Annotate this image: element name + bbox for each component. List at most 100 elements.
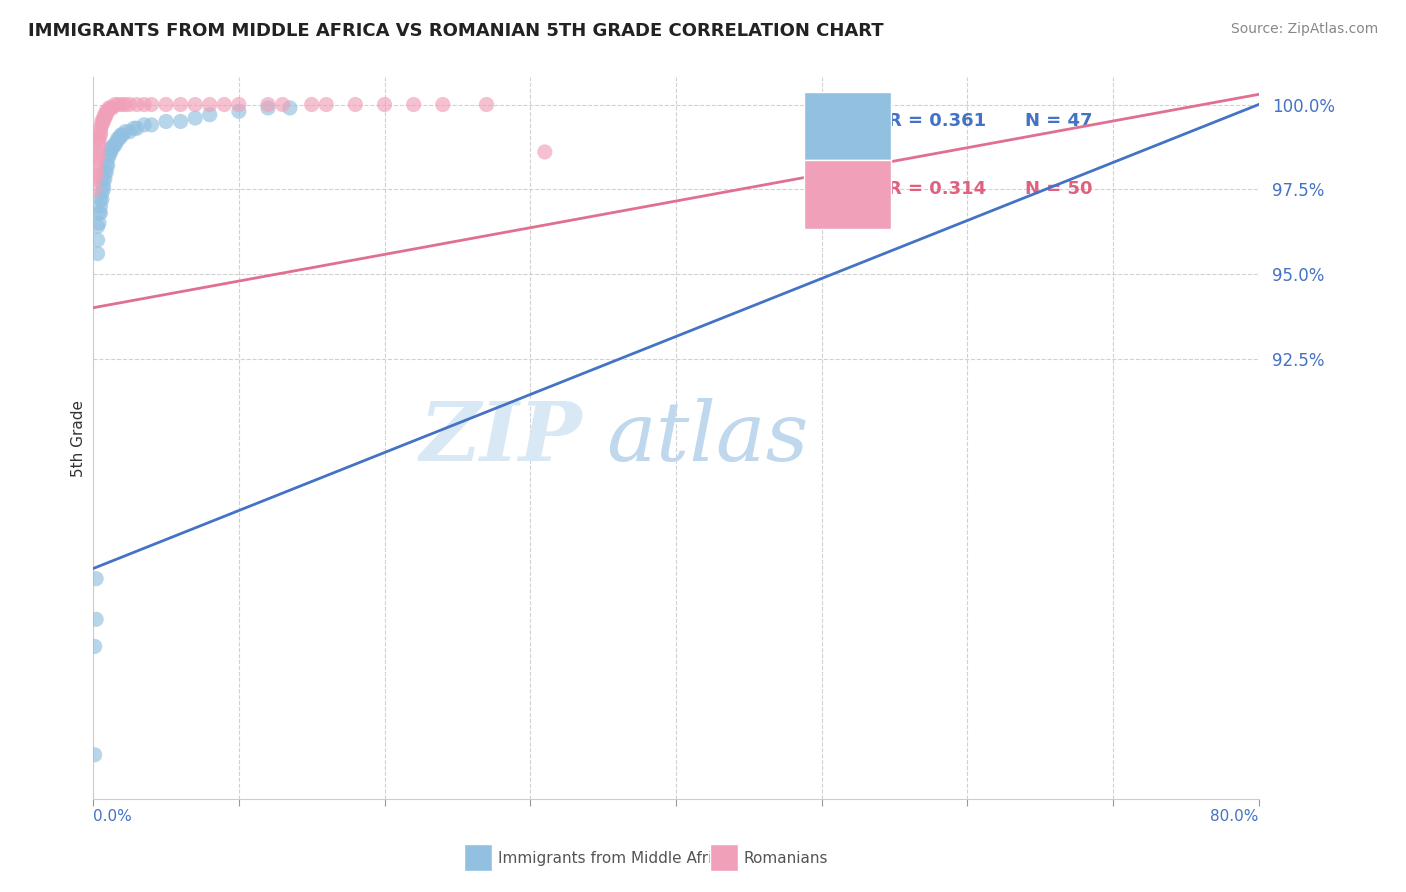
Point (94, 111, 117, 125)
Point (83, 172, 105, 186)
Point (315, 97, 337, 112)
Point (93, 182, 115, 196)
Point (96, 104, 118, 119)
Point (118, 125, 141, 139)
Point (89, 192, 111, 206)
Point (98, 148, 121, 162)
Point (107, 131, 129, 145)
Point (114, 97, 136, 112)
Point (155, 97, 177, 112)
Text: Immigrants from Middle Africa: Immigrants from Middle Africa (498, 852, 730, 866)
FancyBboxPatch shape (804, 161, 891, 229)
Point (84, 165, 107, 179)
Point (86, 148, 108, 162)
Point (97, 159, 120, 173)
Point (96, 159, 118, 173)
Point (184, 111, 207, 125)
Point (87, 131, 110, 145)
Point (90, 114, 112, 128)
Point (198, 97, 221, 112)
Point (89, 125, 111, 139)
Point (271, 97, 294, 112)
Point (110, 128, 132, 142)
Point (97, 104, 120, 119)
Point (432, 97, 454, 112)
Point (98, 101, 121, 115)
Point (475, 97, 498, 112)
Point (90, 192, 112, 206)
Text: N = 50: N = 50 (1025, 180, 1092, 198)
Point (100, 101, 122, 115)
Point (93, 178, 115, 193)
Point (87, 206, 110, 220)
Point (83, 747, 105, 762)
Point (103, 138, 125, 153)
Point (86, 246, 108, 260)
Point (90, 118, 112, 132)
Point (84, 612, 107, 626)
Point (86, 219, 108, 234)
Point (89, 199, 111, 213)
Point (169, 97, 191, 112)
Point (344, 97, 367, 112)
Point (93, 114, 115, 128)
Point (111, 128, 134, 142)
Point (83, 640, 105, 654)
Point (96, 165, 118, 179)
Point (155, 114, 177, 128)
Point (111, 97, 134, 112)
Point (134, 97, 156, 112)
Point (373, 97, 395, 112)
Point (100, 145, 122, 159)
Point (89, 128, 111, 142)
Point (198, 108, 221, 122)
Point (214, 97, 236, 112)
Point (94, 165, 117, 179)
Text: 80.0%: 80.0% (1211, 809, 1258, 824)
Point (101, 142, 124, 156)
Point (114, 125, 136, 139)
Point (84, 572, 107, 586)
Point (93, 172, 115, 186)
Point (122, 121, 145, 136)
Point (141, 118, 163, 132)
Point (86, 233, 108, 247)
Point (87, 135, 110, 149)
Point (101, 101, 124, 115)
Point (94, 172, 117, 186)
Point (228, 97, 250, 112)
FancyBboxPatch shape (804, 92, 891, 161)
Point (83, 182, 105, 196)
Point (104, 138, 127, 153)
Point (84, 169, 107, 183)
Y-axis label: 5th Grade: 5th Grade (72, 400, 86, 476)
Point (278, 101, 301, 115)
Text: IMMIGRANTS FROM MIDDLE AFRICA VS ROMANIAN 5TH GRADE CORRELATION CHART: IMMIGRANTS FROM MIDDLE AFRICA VS ROMANIA… (28, 22, 884, 40)
Point (93, 111, 115, 125)
Text: Romanians: Romanians (744, 852, 828, 866)
Point (84, 159, 107, 173)
Point (141, 97, 163, 112)
Point (89, 121, 111, 136)
Point (184, 97, 207, 112)
Point (86, 145, 108, 159)
Point (89, 206, 111, 220)
Point (104, 97, 127, 112)
Point (228, 104, 250, 119)
Point (125, 121, 148, 136)
Point (301, 97, 323, 112)
Point (118, 97, 141, 112)
Point (94, 108, 117, 122)
Point (87, 216, 110, 230)
Point (533, 145, 555, 159)
Text: R = 0.361: R = 0.361 (889, 112, 986, 129)
Point (125, 97, 148, 112)
Text: R = 0.314: R = 0.314 (889, 180, 986, 198)
Point (105, 135, 128, 149)
Text: Source: ZipAtlas.com: Source: ZipAtlas.com (1230, 22, 1378, 37)
Point (134, 118, 156, 132)
Point (257, 101, 280, 115)
Point (97, 152, 120, 166)
Point (108, 131, 131, 145)
Point (100, 142, 122, 156)
